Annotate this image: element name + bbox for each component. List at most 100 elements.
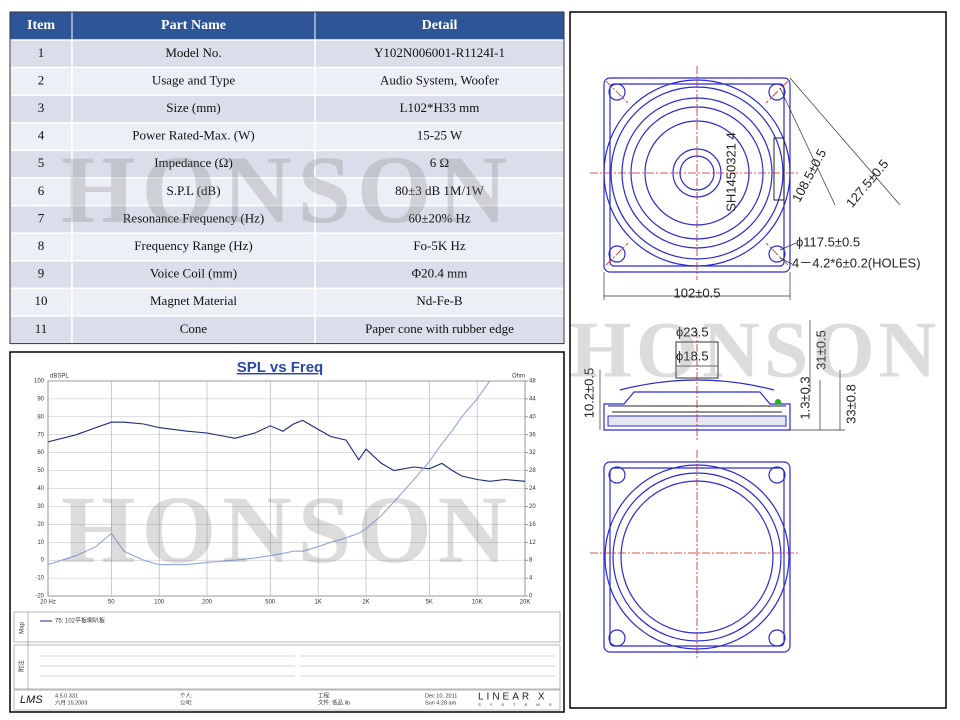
table-cell: [71, 287, 316, 317]
side-label: 附注: [18, 660, 26, 672]
watermark: HONSON: [570, 306, 941, 394]
cell-text: 1: [38, 45, 45, 60]
cell-text: Size (mm): [166, 100, 221, 115]
dimension-label: 33±0.8: [843, 384, 858, 424]
cell-text: 4: [38, 128, 45, 143]
y2-tick-label: 8: [529, 558, 533, 564]
top-view: [590, 66, 901, 300]
y2-tick-label: 24: [529, 486, 536, 492]
dimension-label: 10.2±0.5: [581, 368, 596, 419]
table-cell: [71, 232, 316, 262]
x-tick-label: 500: [265, 600, 276, 606]
cell-text: Y102N006001-R1124I-1: [374, 45, 505, 60]
cell-text: Power Rated-Max. (W): [132, 128, 254, 143]
table-cell: [314, 94, 565, 124]
table-cell: [314, 177, 565, 207]
y2-tick-label: 48: [529, 379, 536, 385]
header-text: Part Name: [161, 18, 226, 33]
y-tick-label: 0: [41, 558, 45, 564]
notes-box: [13, 644, 561, 690]
drawing-frame: [569, 11, 947, 709]
cell-text: Model No.: [165, 45, 221, 60]
footer-text: 文件: 低品.lib: [318, 698, 350, 706]
x-tick-label: 20K: [520, 600, 531, 606]
x-tick-label: 20 Hz: [40, 600, 56, 606]
table-cell: [71, 149, 316, 179]
y-tick-label: 30: [37, 504, 44, 510]
cell-text: 7: [38, 210, 45, 225]
brand-sub: S Y S T E M S: [478, 702, 556, 707]
y2-tick-label: 44: [529, 396, 536, 402]
x-tick-label: 10K: [472, 600, 483, 606]
y-tick-label: -10: [35, 576, 44, 582]
cell-text: 10: [35, 293, 48, 308]
cell-text: Frequency Range (Hz): [134, 238, 252, 253]
cell-text: 11: [35, 321, 48, 336]
cell-text: 60±20% Hz: [408, 210, 471, 225]
chart-title: SPL vs Freq: [237, 359, 323, 376]
cell-text: Magnet Material: [150, 293, 237, 308]
side-view: [599, 320, 845, 440]
brand: LINEAR X: [478, 692, 548, 703]
table-cell: [71, 122, 316, 152]
y-tick-label: 50: [37, 468, 44, 474]
table-border: [9, 11, 565, 345]
y2-axis-label: Ohm: [512, 374, 525, 380]
footer-box: [13, 689, 561, 711]
table-cell: [71, 204, 316, 234]
header-cell: [9, 11, 73, 41]
table-cell: [9, 315, 73, 345]
table-cell: [314, 260, 565, 290]
cell-text: Impedance (Ω): [154, 155, 233, 170]
y-tick-label: 70: [37, 432, 44, 438]
y-tick-label: 20: [37, 522, 44, 528]
cell-text: 2: [38, 72, 45, 87]
y-tick-label: 90: [37, 396, 44, 402]
y2-tick-label: 40: [529, 414, 536, 420]
y-tick-label: -20: [35, 594, 44, 600]
dimension-label: 31±0.5: [813, 330, 828, 370]
cell-text: Cone: [180, 321, 208, 336]
x-tick-label: 200: [202, 600, 213, 606]
note-lines: [40, 655, 555, 677]
cell-text: Usage and Type: [152, 72, 236, 87]
cell-text: 5: [38, 155, 45, 170]
cell-text: Voice Coil (mm): [150, 266, 237, 281]
x-tick-label: 5K: [426, 600, 433, 606]
cell-text: Audio System, Woofer: [380, 72, 500, 87]
cell-text: 15-25 W: [417, 128, 463, 143]
logo: LMS: [20, 694, 43, 706]
table-cell: [9, 232, 73, 262]
cell-text: S.P.L (dB): [166, 183, 220, 198]
dimension-label: 1.3±0.3: [797, 376, 812, 419]
dimension-label: 4－4.2*6±0.2(HOLES): [792, 255, 921, 270]
y2-tick-label: 4: [529, 576, 533, 582]
footer-text: 六月 15.2003: [55, 698, 87, 706]
cell-text: 3: [38, 100, 45, 115]
cell-text: 8: [38, 238, 45, 253]
y-tick-label: 10: [37, 540, 44, 546]
y2-tick-label: 16: [529, 522, 536, 528]
y-tick-label: 80: [37, 414, 44, 420]
footer-text: Sun 4:28 am: [425, 700, 457, 706]
cell-text: Resonance Frequency (Hz): [123, 210, 265, 225]
y2-tick-label: 28: [529, 468, 536, 474]
cell-text: L102*H33 mm: [400, 100, 480, 115]
cell-text: Nd-Fe-B: [416, 293, 463, 308]
dimension-label: ϕ18.5: [676, 348, 709, 363]
cell-text: Fo-5K Hz: [413, 238, 466, 253]
x-tick-label: 50: [108, 600, 115, 606]
footer-text: 工程:: [318, 691, 331, 699]
header-text: Item: [27, 18, 55, 33]
header-cell: [71, 11, 316, 41]
header-text: Detail: [422, 18, 458, 33]
side-label: Map: [20, 622, 26, 634]
y-tick-label: 40: [37, 486, 44, 492]
table-cell: [71, 315, 316, 345]
watermark: HONSON: [61, 476, 513, 583]
y-tick-label: 100: [34, 379, 45, 385]
y-tick-label: 60: [37, 450, 44, 456]
table-cell: [314, 315, 565, 345]
footer-text: 个人:: [180, 692, 193, 699]
cell-text: Paper cone with rubber edge: [365, 321, 514, 336]
